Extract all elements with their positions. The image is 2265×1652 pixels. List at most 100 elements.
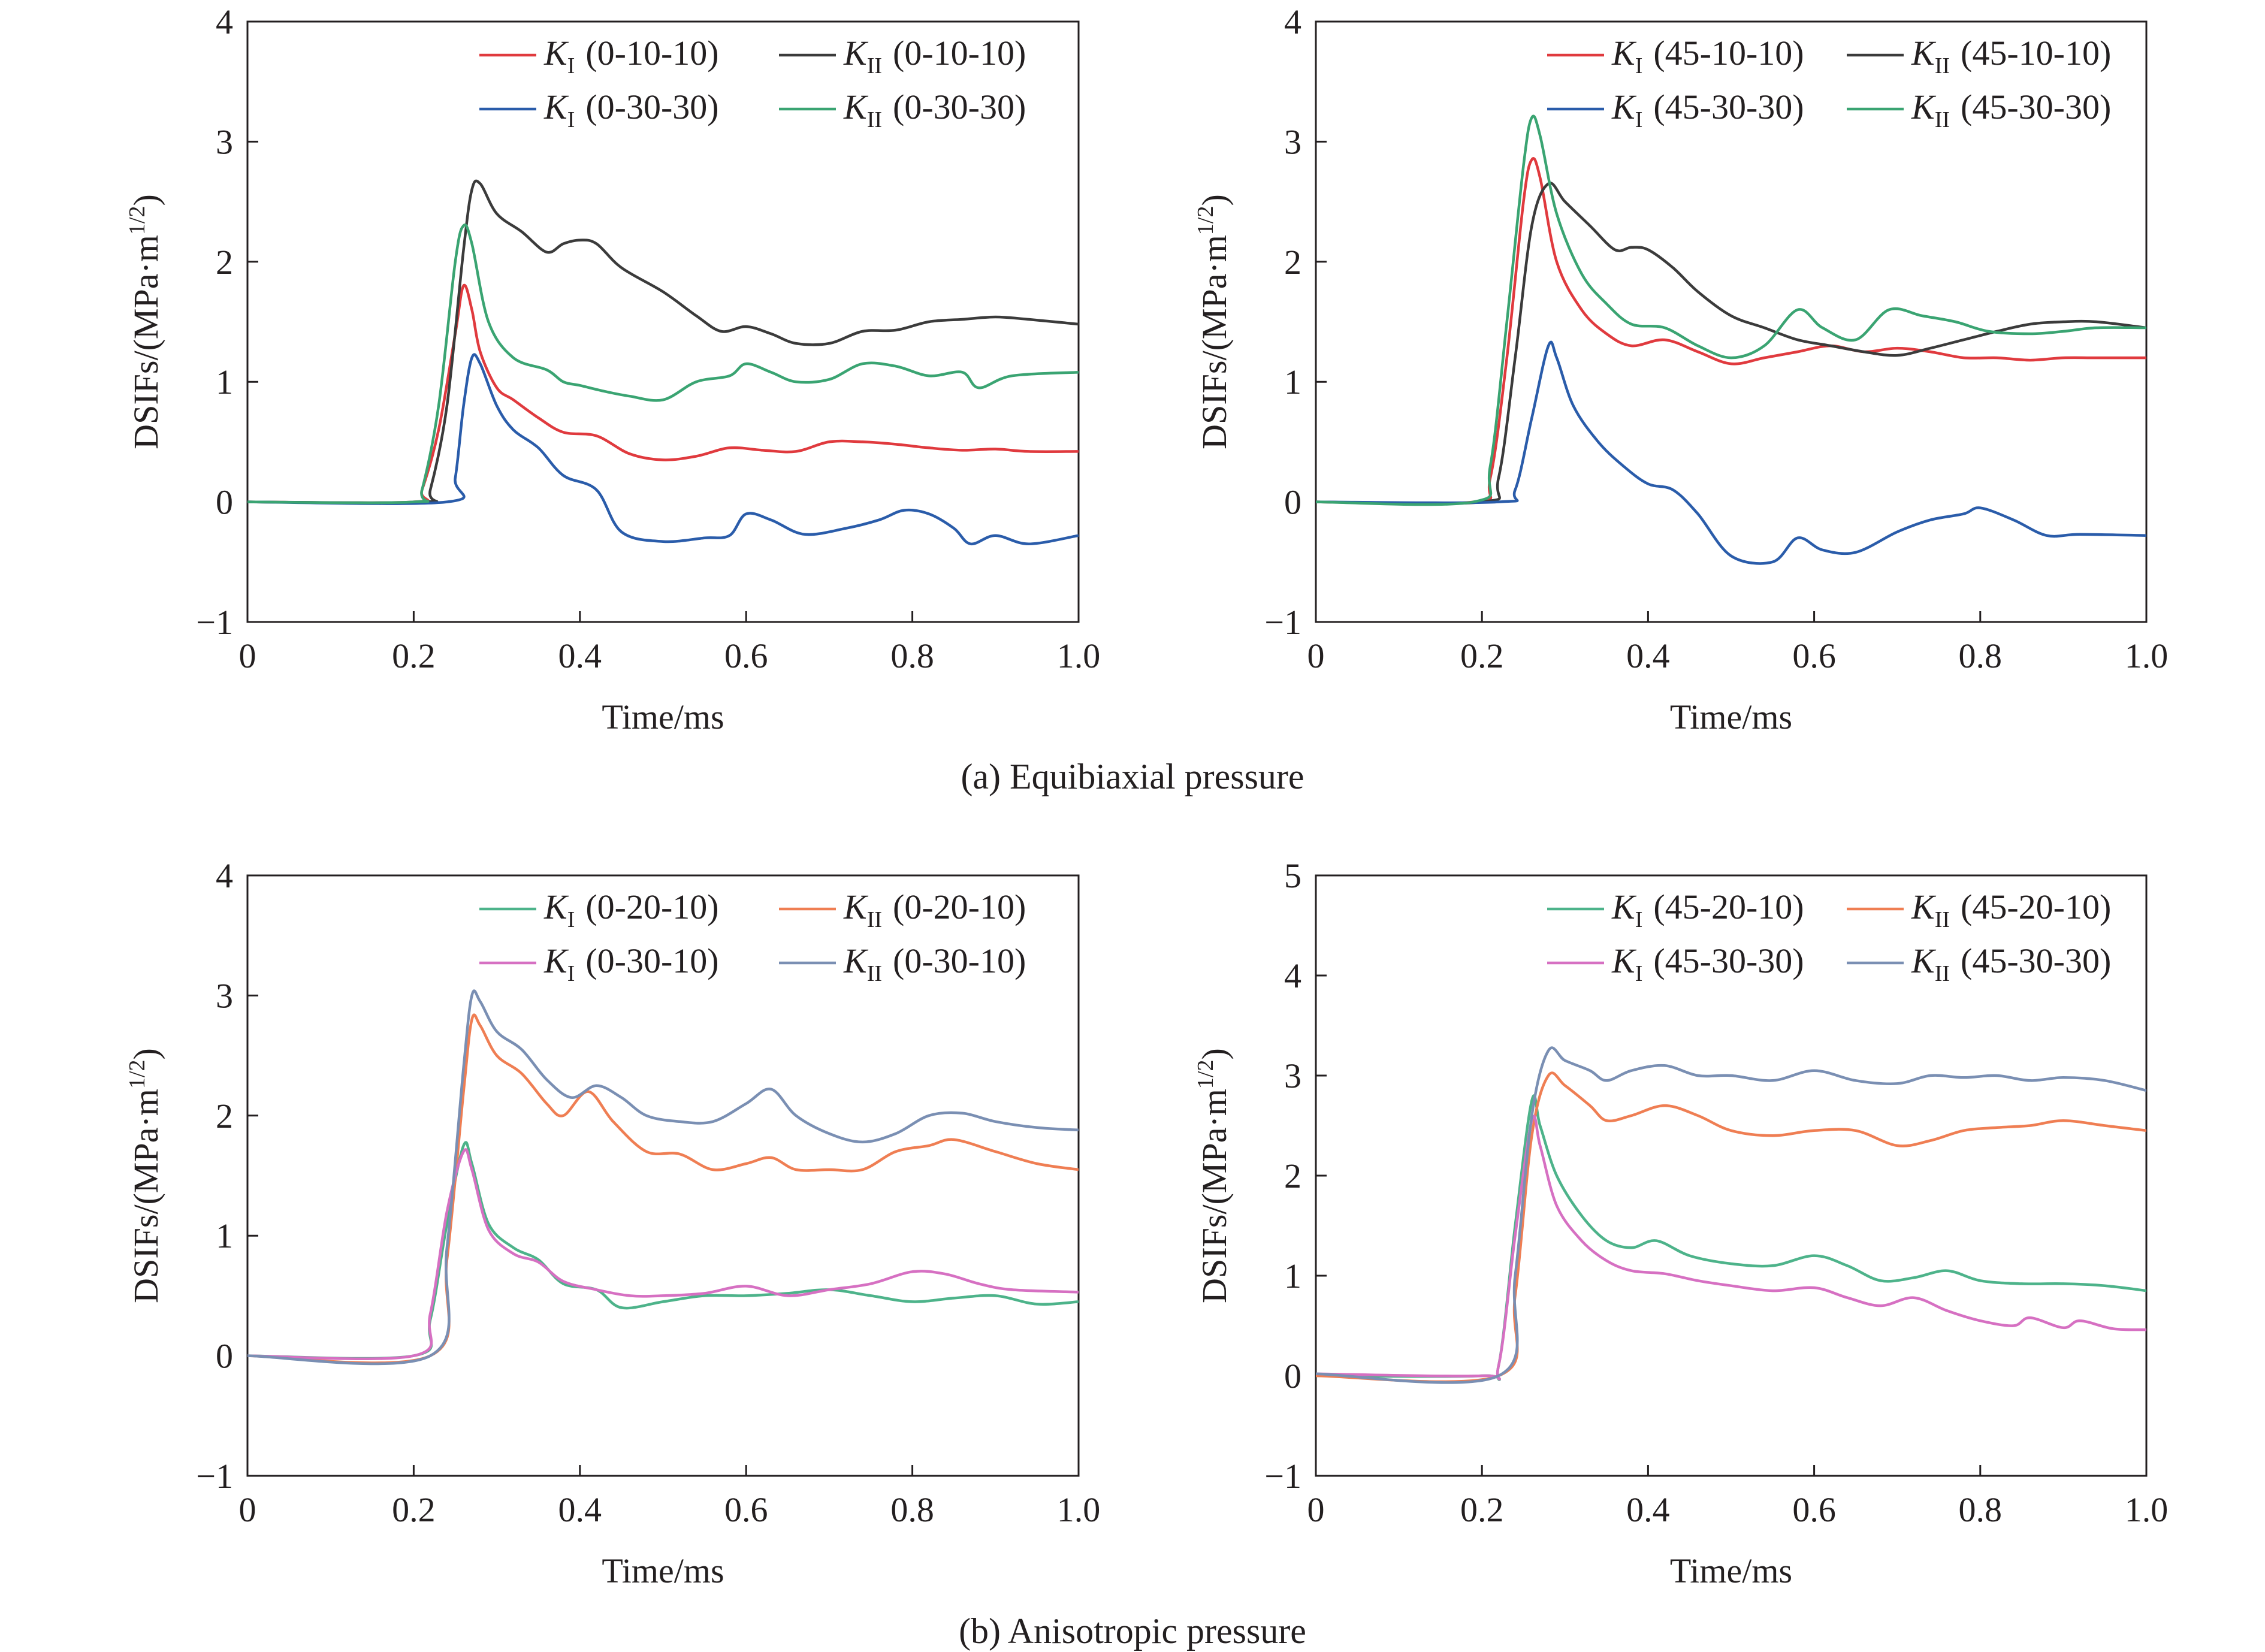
legend-subscript: II (1935, 107, 1950, 132)
x-tick-label: 0.8 (890, 636, 934, 675)
legend-entry-1: KII (45-20-10) (1847, 887, 2111, 932)
y-tick-label: 4 (1284, 956, 1301, 995)
legend-tag: (45-30-30) (1653, 941, 1804, 980)
legend-subscript: I (1635, 961, 1643, 986)
legend-subscript: II (867, 53, 882, 78)
y-tick-label: 1 (1284, 363, 1301, 401)
y-axis-label-sup: 1/2 (1193, 206, 1218, 235)
series-line-2 (1316, 1115, 2146, 1381)
series-line-3 (1316, 1046, 2146, 1384)
x-tick-label: 0.8 (1959, 636, 2003, 675)
legend-entry-0: KI (45-20-10) (1547, 887, 1804, 932)
y-tick-label: −1 (196, 603, 233, 642)
legend-tag: (45-10-10) (1961, 34, 2111, 73)
legend-label: KI (45-30-30) (1611, 87, 1804, 132)
legend-symbol: K (543, 887, 569, 926)
legend-tag: (0-30-10) (893, 941, 1026, 980)
y-tick-label: 0 (216, 1337, 233, 1376)
x-tick-label: 0.4 (1626, 1490, 1670, 1529)
x-tick-label: 1.0 (1057, 1490, 1101, 1529)
legend-label: KI (45-10-10) (1611, 34, 1804, 78)
chart-b-left: 0 0.2 0.4 0.6 0.8 1.0−101234Time/msDSIFs/(MPa… (125, 856, 1100, 1590)
legend-symbol: K (1911, 941, 1937, 980)
legend-label: KI (0-30-30) (543, 87, 719, 132)
legend-symbol: K (843, 87, 869, 126)
legend-symbol: K (1911, 887, 1937, 926)
legend-label: KII (0-30-10) (843, 941, 1026, 986)
y-tick-label: −1 (196, 1457, 233, 1496)
y-tick-label: 3 (1284, 122, 1301, 161)
x-tick-label: 1.0 (2125, 636, 2169, 675)
legend-label: KI (45-30-30) (1611, 941, 1804, 986)
legend-tag: (0-10-10) (585, 34, 718, 73)
plot-frame (246, 874, 1080, 1477)
legend-symbol: K (1611, 887, 1637, 926)
chart-a-right: 0 0.2 0.4 0.6 0.8 1.0−101234Time/msDSIFs/(MPa… (1193, 2, 2168, 736)
y-tick-label: 1 (216, 363, 233, 401)
legend-entry-1: KII (0-10-10) (779, 34, 1026, 78)
legend-entry-0: KI (0-20-10) (479, 887, 719, 932)
x-tick-label: 0.4 (1626, 636, 1670, 675)
legend-subscript: II (1935, 53, 1950, 78)
y-tick-label: 0 (1284, 483, 1301, 522)
legend-symbol: K (543, 34, 569, 73)
legend-subscript: I (567, 53, 575, 78)
legend-label: KI (0-30-10) (543, 941, 719, 986)
legend-entry-2: KI (45-30-30) (1547, 941, 1804, 986)
legend-symbol: K (843, 887, 869, 926)
y-axis-label-base: DSIFs/(MPa·m (1195, 1089, 1234, 1303)
y-axis-label: DSIFs/(MPa·m1/2) (125, 1048, 165, 1303)
legend-label: KII (45-10-10) (1911, 34, 2111, 78)
x-axis-label: Time/ms (1670, 697, 1792, 736)
series-line-2 (247, 1148, 1079, 1361)
y-axis-label-tail: ) (1195, 1048, 1234, 1059)
x-tick-label: 0.6 (1792, 636, 1836, 675)
legend-tag: (0-10-10) (893, 34, 1026, 73)
legend-tag: (45-30-30) (1653, 87, 1804, 126)
x-tick-label: 0.8 (890, 1490, 934, 1529)
legend-entry-2: KI (0-30-30) (479, 87, 719, 132)
caption-equibiaxial: (a) Equibiaxial pressure (961, 757, 1304, 796)
legend-tag: (0-30-30) (585, 87, 718, 126)
x-tick-label: 0.4 (558, 1490, 602, 1529)
y-tick-label: 4 (1284, 2, 1301, 41)
y-tick-label: 0 (1284, 1357, 1301, 1396)
legend-tag: (45-30-30) (1961, 87, 2111, 126)
plot-frame (246, 20, 1080, 623)
legend-symbol: K (1611, 87, 1637, 126)
y-tick-label: 2 (1284, 243, 1301, 282)
series-line-0 (1316, 157, 2146, 505)
y-axis-label: DSIFs/(MPa·m1/2) (1193, 1048, 1234, 1303)
legend-subscript: I (567, 107, 575, 132)
legend-entry-0: KI (0-10-10) (479, 34, 719, 78)
x-axis-label: Time/ms (1670, 1551, 1792, 1590)
y-tick-label: 0 (216, 483, 233, 522)
series-line-0 (247, 1141, 1079, 1360)
legend-label: KII (45-30-30) (1911, 941, 2111, 986)
legend-symbol: K (1911, 34, 1937, 73)
legend-subscript: I (567, 961, 575, 986)
legend-subscript: II (867, 107, 882, 132)
y-tick-label: 4 (216, 2, 233, 41)
x-tick-label: 0.6 (1792, 1490, 1836, 1529)
y-tick-label: 3 (1284, 1056, 1301, 1095)
legend-tag: (0-30-30) (893, 87, 1026, 126)
y-axis-label-base: DSIFs/(MPa·m (126, 1089, 165, 1303)
plot-frame (1315, 20, 2148, 623)
legend-subscript: I (1635, 53, 1643, 78)
y-axis-label-sup: 1/2 (125, 1060, 150, 1089)
x-tick-label: 0.8 (1959, 1490, 2003, 1529)
legend-symbol: K (843, 941, 869, 980)
y-tick-label: −1 (1264, 1457, 1301, 1496)
series-line-3 (247, 989, 1079, 1366)
legend-subscript: I (1635, 107, 1643, 132)
x-tick-label: 0.2 (392, 1490, 436, 1529)
series-line-2 (1316, 340, 2146, 565)
legend-entry-2: KI (0-30-10) (479, 941, 719, 986)
legend-label: KII (0-20-10) (843, 887, 1026, 932)
y-tick-label: 2 (1284, 1156, 1301, 1195)
legend-tag: (45-20-10) (1653, 887, 1804, 926)
legend-symbol: K (843, 34, 869, 73)
legend-label: KII (0-10-10) (843, 34, 1026, 78)
